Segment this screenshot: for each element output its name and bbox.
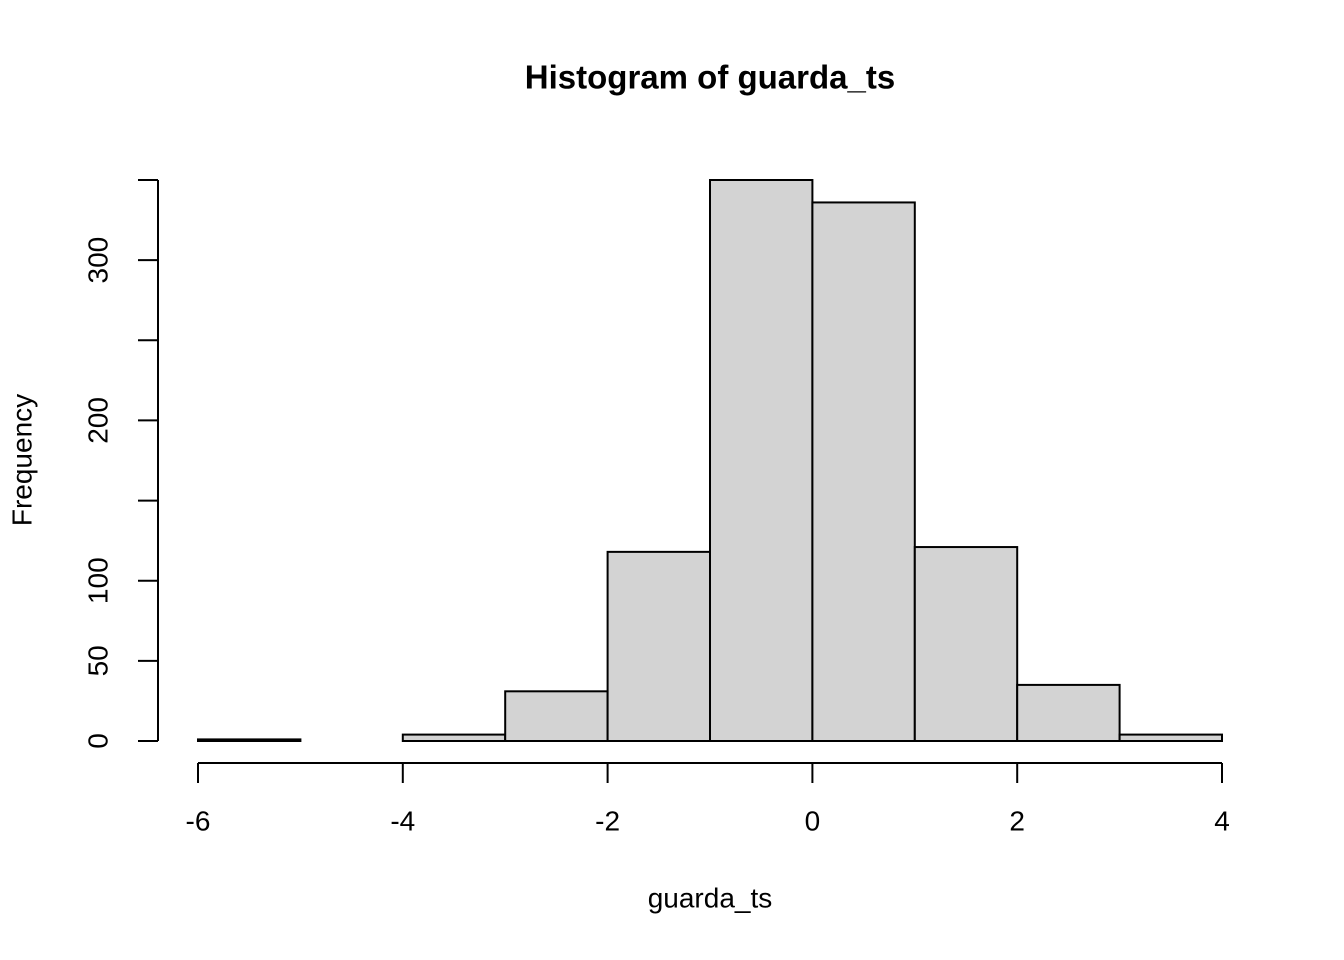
x-tick-label: 0 — [805, 805, 821, 836]
y-axis-label: Frequency — [6, 394, 37, 526]
bar — [1118, 733, 1223, 742]
y-tick-label: 200 — [82, 397, 113, 444]
bar — [811, 201, 916, 742]
y-tick-label: 0 — [82, 733, 113, 749]
bar — [913, 546, 1019, 742]
y-tick-label: 50 — [82, 645, 113, 676]
x-tick-label: -2 — [595, 805, 620, 836]
bar — [197, 738, 302, 743]
x-tick-label: -4 — [390, 805, 415, 836]
chart-title: Histogram of guarda_ts — [525, 59, 895, 96]
bar — [504, 690, 609, 742]
x-tick-label: -6 — [186, 805, 211, 836]
y-tick-label: 300 — [82, 237, 113, 284]
x-tick-label: 2 — [1009, 805, 1025, 836]
bar — [1016, 683, 1121, 743]
y-tick-label: 100 — [82, 557, 113, 604]
x-tick-label: 4 — [1214, 805, 1230, 836]
bar — [709, 179, 814, 742]
bar — [606, 550, 711, 742]
bar — [401, 733, 507, 742]
x-axis-label: guarda_ts — [648, 882, 773, 913]
